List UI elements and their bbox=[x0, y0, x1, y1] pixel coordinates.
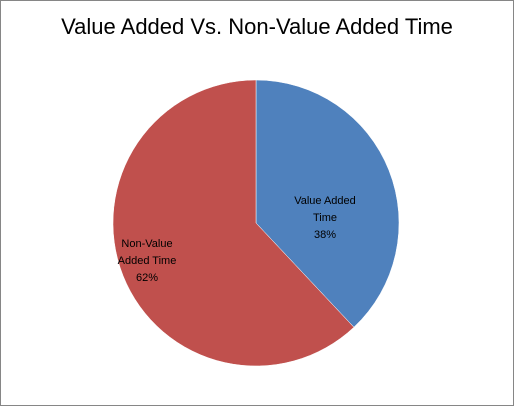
chart-title: Value Added Vs. Non-Value Added Time bbox=[61, 14, 453, 39]
slice-label-non-value-added: Non-Value Added Time 62% bbox=[118, 238, 177, 284]
slice-label-value-added: Value Added Time 38% bbox=[294, 195, 356, 241]
pie-slice-value-added bbox=[255, 79, 400, 328]
pie-slice-non-value-added bbox=[112, 79, 355, 367]
